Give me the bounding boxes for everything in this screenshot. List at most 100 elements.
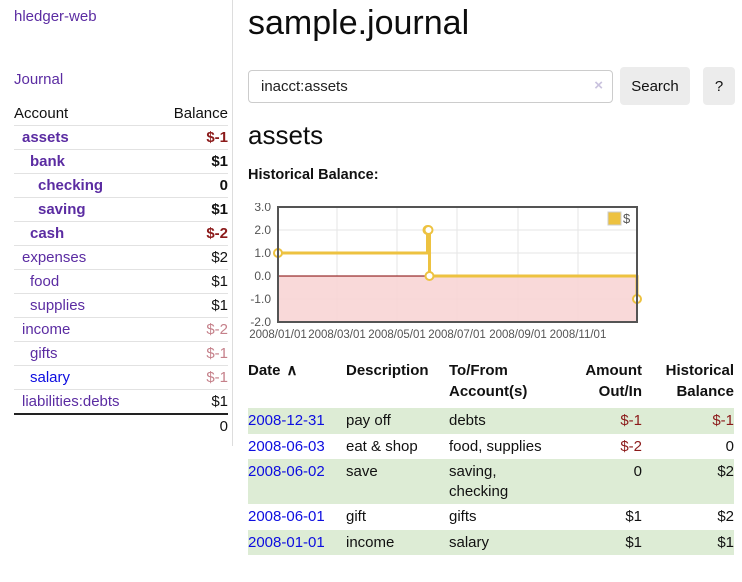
account-link-salary[interactable]: salary xyxy=(30,368,71,386)
account-link-income[interactable]: income xyxy=(22,320,71,338)
data-point-marker xyxy=(424,271,435,281)
negative-region xyxy=(278,276,637,322)
y-axis-tick-label: 3.0 xyxy=(254,203,271,214)
account-link-liabilities-debts[interactable]: liabilities:debts xyxy=(22,392,120,410)
account-row: supplies $1 xyxy=(14,293,228,318)
account-link-supplies[interactable]: supplies xyxy=(30,296,86,314)
accounts-cell: salary xyxy=(449,533,490,551)
date-column-header[interactable]: Date ∧ xyxy=(248,358,346,408)
balance-cell: $1 xyxy=(717,533,734,551)
main-content: sample.journal × Search ? assets Histori… xyxy=(248,0,742,582)
sidebar-item-journal[interactable]: Journal xyxy=(14,71,64,88)
account-row: food $1 xyxy=(14,269,228,294)
date-cell: 2008-12-31 xyxy=(248,408,346,434)
description-cell: eat & shop xyxy=(346,437,418,455)
register-rows: 2008-12-31 pay off debts $-1 $-1 2008-06-03 ea… xyxy=(248,408,734,555)
clear-search-icon[interactable]: × xyxy=(594,76,603,94)
sort-ascending-icon: ∧ xyxy=(286,362,298,379)
balance-cell: $2 xyxy=(717,463,734,480)
account-row: income $-2 xyxy=(14,317,228,342)
app-title-link[interactable]: hledger-web xyxy=(14,8,97,25)
amount-cell: 0 xyxy=(633,463,642,480)
accounts-table-header: Account Balance xyxy=(14,102,228,126)
account-link-saving[interactable]: saving xyxy=(38,200,86,218)
transaction-date-link[interactable]: 2008-06-03 xyxy=(248,437,325,455)
help-button[interactable]: ? xyxy=(703,67,735,105)
account-balance: $1 xyxy=(155,149,228,174)
register-row: 2008-12-31 pay off debts $-1 $-1 xyxy=(248,408,734,434)
data-point-marker xyxy=(423,225,434,235)
account-row: cash $-2 xyxy=(14,221,228,246)
description-cell: income xyxy=(346,533,395,551)
account-link-cash[interactable]: cash xyxy=(30,224,65,242)
account-link-food[interactable]: food xyxy=(30,272,60,290)
register-row: 2008-06-02 save saving, checking 0 $2 xyxy=(248,459,734,504)
register-header-row: Date ∧ Description To/From Account(s) Amo… xyxy=(248,358,734,408)
date-cell: 2008-06-03 xyxy=(248,434,346,460)
account-balance: $1 xyxy=(155,293,228,318)
x-axis-tick-label: 2008/03/01 xyxy=(308,329,366,341)
account-link-gifts[interactable]: gifts xyxy=(30,344,58,362)
transaction-date-link[interactable]: 2008-06-02 xyxy=(248,463,325,480)
account-row: bank $1 xyxy=(14,149,228,174)
accounts-column-header: To/From Account(s) xyxy=(449,362,528,400)
balance-column-header-register: Historical Balance xyxy=(665,362,734,400)
account-balance: $1 xyxy=(155,269,228,294)
account-balance: $-1 xyxy=(155,341,228,366)
chart-frame xyxy=(277,206,638,323)
x-axis-tick-label: 2008/11/01 xyxy=(550,329,607,341)
transaction-date-link[interactable]: 2008-12-31 xyxy=(248,412,325,429)
y-axis-tick-label: -1.0 xyxy=(250,292,271,306)
account-heading: assets xyxy=(248,120,324,150)
balance-cell: $2 xyxy=(717,508,734,525)
search-button[interactable]: Search xyxy=(620,67,690,105)
x-axis-tick-label: 2008/09/01 xyxy=(489,329,547,341)
description-cell: gift xyxy=(346,508,367,525)
total-spacer xyxy=(14,413,156,438)
account-balance: $-2 xyxy=(155,221,228,246)
description-cell: save xyxy=(346,463,378,480)
page-title: sample.journal xyxy=(248,4,470,42)
account-balance: $1 xyxy=(155,197,228,222)
account-link-checking[interactable]: checking xyxy=(38,176,104,194)
account-rows: assets $-1 bank $1 checking 0 saving $1 cash $-2 e… xyxy=(14,125,228,414)
description-cell: pay off xyxy=(346,412,391,429)
transaction-date-link[interactable]: 2008-01-01 xyxy=(248,533,325,551)
account-link-bank[interactable]: bank xyxy=(30,152,66,170)
x-axis-tick-label: 2008/07/01 xyxy=(428,329,486,341)
search-input[interactable] xyxy=(248,69,613,103)
y-axis-tick-label: 1.0 xyxy=(254,246,271,260)
transaction-date-link[interactable]: 2008-06-01 xyxy=(248,508,325,525)
date-cell: 2008-01-01 xyxy=(248,530,346,556)
amount-column-header: Amount Out/In xyxy=(585,362,642,400)
x-axis-tick-label: 2008/05/01 xyxy=(368,329,426,341)
account-balance: $1 xyxy=(155,389,228,414)
register-table: Date ∧ Description To/From Account(s) Amo… xyxy=(248,358,734,555)
account-link-expenses[interactable]: expenses xyxy=(22,248,87,266)
accounts-total-row: 0 xyxy=(14,413,228,438)
balance-cell: $-1 xyxy=(712,412,734,429)
account-row: expenses $2 xyxy=(14,245,228,270)
accounts-table: Account Balance assets $-1 bank $1 checking 0… xyxy=(14,102,228,438)
account-balance: $-2 xyxy=(155,317,228,342)
legend-label: $ xyxy=(623,211,631,226)
account-row: salary $-1 xyxy=(14,365,228,390)
amount-cell: $1 xyxy=(625,508,642,525)
amount-cell: $-2 xyxy=(620,437,642,455)
account-row: liabilities:debts $1 xyxy=(14,389,228,414)
account-row: gifts $-1 xyxy=(14,341,228,366)
amount-cell: $1 xyxy=(625,533,642,551)
chart-label: Historical Balance: xyxy=(248,167,379,183)
historical-balance-chart[interactable]: 3.0 2.0 1.0 0.0 -1.0 -2.0 2008/01/01 2008/03/01… xyxy=(248,203,742,343)
y-axis-tick-label: -2.0 xyxy=(250,315,271,329)
total-balance: 0 xyxy=(155,413,228,438)
account-link-assets[interactable]: assets xyxy=(22,128,69,146)
amount-cell: $-1 xyxy=(620,412,642,429)
balance-cell: 0 xyxy=(725,437,734,455)
accounts-cell: gifts xyxy=(449,508,477,525)
description-column-header: Description xyxy=(346,362,429,379)
register-row: 2008-01-01 income salary $1 $1 xyxy=(248,529,734,556)
account-balance: 0 xyxy=(155,173,228,198)
register-row: 2008-06-03 eat & shop food, supplies $-2 0 xyxy=(248,434,734,460)
